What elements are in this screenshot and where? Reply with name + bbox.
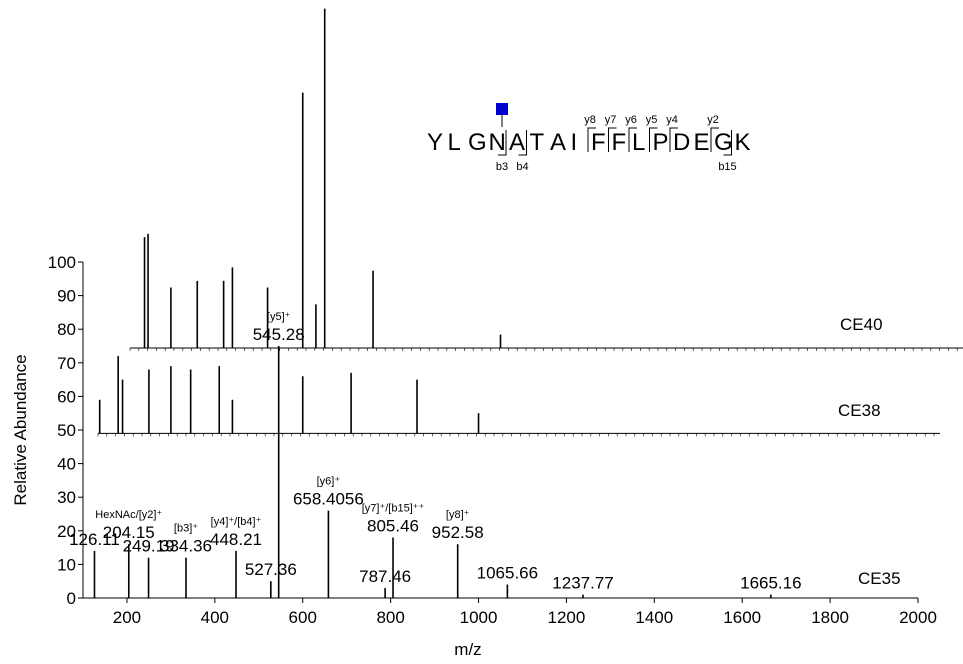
y-tick-label: 60 (57, 387, 76, 406)
residue: I (571, 129, 578, 156)
y-ion-label: y7 (605, 114, 617, 126)
x-tick-label: 1000 (460, 608, 498, 627)
y-ion-bracket (628, 127, 637, 152)
y-ion-label: y8 (584, 114, 596, 126)
peak-mz-label: 126.11 (69, 530, 120, 549)
residue: A (550, 129, 566, 156)
y-ion-bracket (710, 127, 719, 152)
ion-label: [y7]⁺/[b15]⁺⁺ (362, 503, 425, 515)
residue: D (673, 129, 690, 156)
y-tick-label: 10 (57, 555, 76, 574)
peak-mz-label: 952.58 (432, 523, 484, 542)
series-label: CE35 (858, 569, 901, 588)
peak-mz-label: 527.36 (245, 560, 297, 579)
y-tick-label: 100 (48, 253, 76, 272)
residue: F (612, 129, 627, 156)
y-tick-label: 20 (57, 522, 76, 541)
ion-label: [b3]⁺ (174, 523, 198, 535)
residue: Y (427, 129, 443, 156)
residue: G (714, 129, 733, 156)
b-ion-label: b3 (496, 161, 508, 173)
b-ion-label: b4 (516, 161, 528, 173)
y-ion-bracket (608, 127, 617, 152)
peak-mz-label: 805.46 (367, 517, 419, 536)
y-tick-label: 70 (57, 354, 76, 373)
residue: N (489, 129, 506, 156)
y-ion-bracket (669, 127, 678, 152)
y-ion-label: y6 (625, 114, 637, 126)
y-ion-bracket (649, 127, 658, 152)
residue: A (509, 129, 525, 156)
ion-label: [y5]⁺ (267, 311, 291, 323)
peak-mz-label: 334.36 (160, 537, 212, 556)
series-label: CE38 (838, 401, 881, 420)
residue: G (468, 129, 487, 156)
peak-mz-label: 204.15 (103, 523, 155, 542)
peak-mz-label: 1065.66 (477, 564, 538, 583)
residue: E (694, 129, 710, 156)
y-tick-label: 80 (57, 320, 76, 339)
ion-label: HexNAc/[y2]⁺ (95, 509, 162, 521)
y-axis-label: Relative Abundance (11, 354, 30, 505)
peak-mz-label: 448.21 (210, 530, 262, 549)
residue: L (632, 129, 645, 156)
residue: T (530, 129, 545, 156)
b-ion-bracket (723, 130, 732, 156)
peak-mz-label: 545.28 (253, 325, 305, 344)
x-tick-label: 1600 (723, 608, 761, 627)
y-tick-label: 40 (57, 455, 76, 474)
ion-label: [y6]⁺ (317, 476, 341, 488)
x-tick-label: 800 (376, 608, 404, 627)
y-ion-label: y5 (646, 114, 658, 126)
y-ion-bracket (587, 127, 596, 152)
peak-mz-label: 1665.16 (740, 574, 801, 593)
peak-mz-label: 1237.77 (552, 574, 613, 593)
ion-label: [y8]⁺ (446, 509, 470, 521)
y-ion-label: y4 (666, 114, 678, 126)
x-tick-label: 1800 (811, 608, 849, 627)
series-label: CE40 (840, 315, 883, 334)
ion-label: [y4]⁺/[b4]⁺ (211, 516, 262, 528)
b-ion-bracket (498, 130, 507, 156)
x-tick-label: 400 (201, 608, 229, 627)
y-ion-label: y2 (707, 114, 719, 126)
peak-mz-label: 249.19 (123, 537, 175, 556)
y-tick-label: 0 (67, 589, 76, 608)
x-tick-label: 1400 (635, 608, 673, 627)
residue: P (653, 129, 669, 156)
y-tick-label: 90 (57, 287, 76, 306)
x-tick-label: 200 (113, 608, 141, 627)
glycan-square (496, 103, 508, 115)
residue: F (591, 129, 606, 156)
x-tick-label: 1200 (548, 608, 586, 627)
peak-mz-label: 658.4056 (293, 490, 364, 509)
x-tick-label: 600 (289, 608, 317, 627)
residue: L (448, 129, 461, 156)
peak-mz-label: 787.46 (359, 567, 411, 586)
x-tick-label: 2000 (899, 608, 937, 627)
y-tick-label: 50 (57, 421, 76, 440)
residue: K (735, 129, 751, 156)
y-tick-label: 30 (57, 488, 76, 507)
b-ion-label: b15 (718, 161, 736, 173)
b-ion-bracket (518, 130, 527, 156)
x-axis-label: m/z (454, 640, 481, 659)
